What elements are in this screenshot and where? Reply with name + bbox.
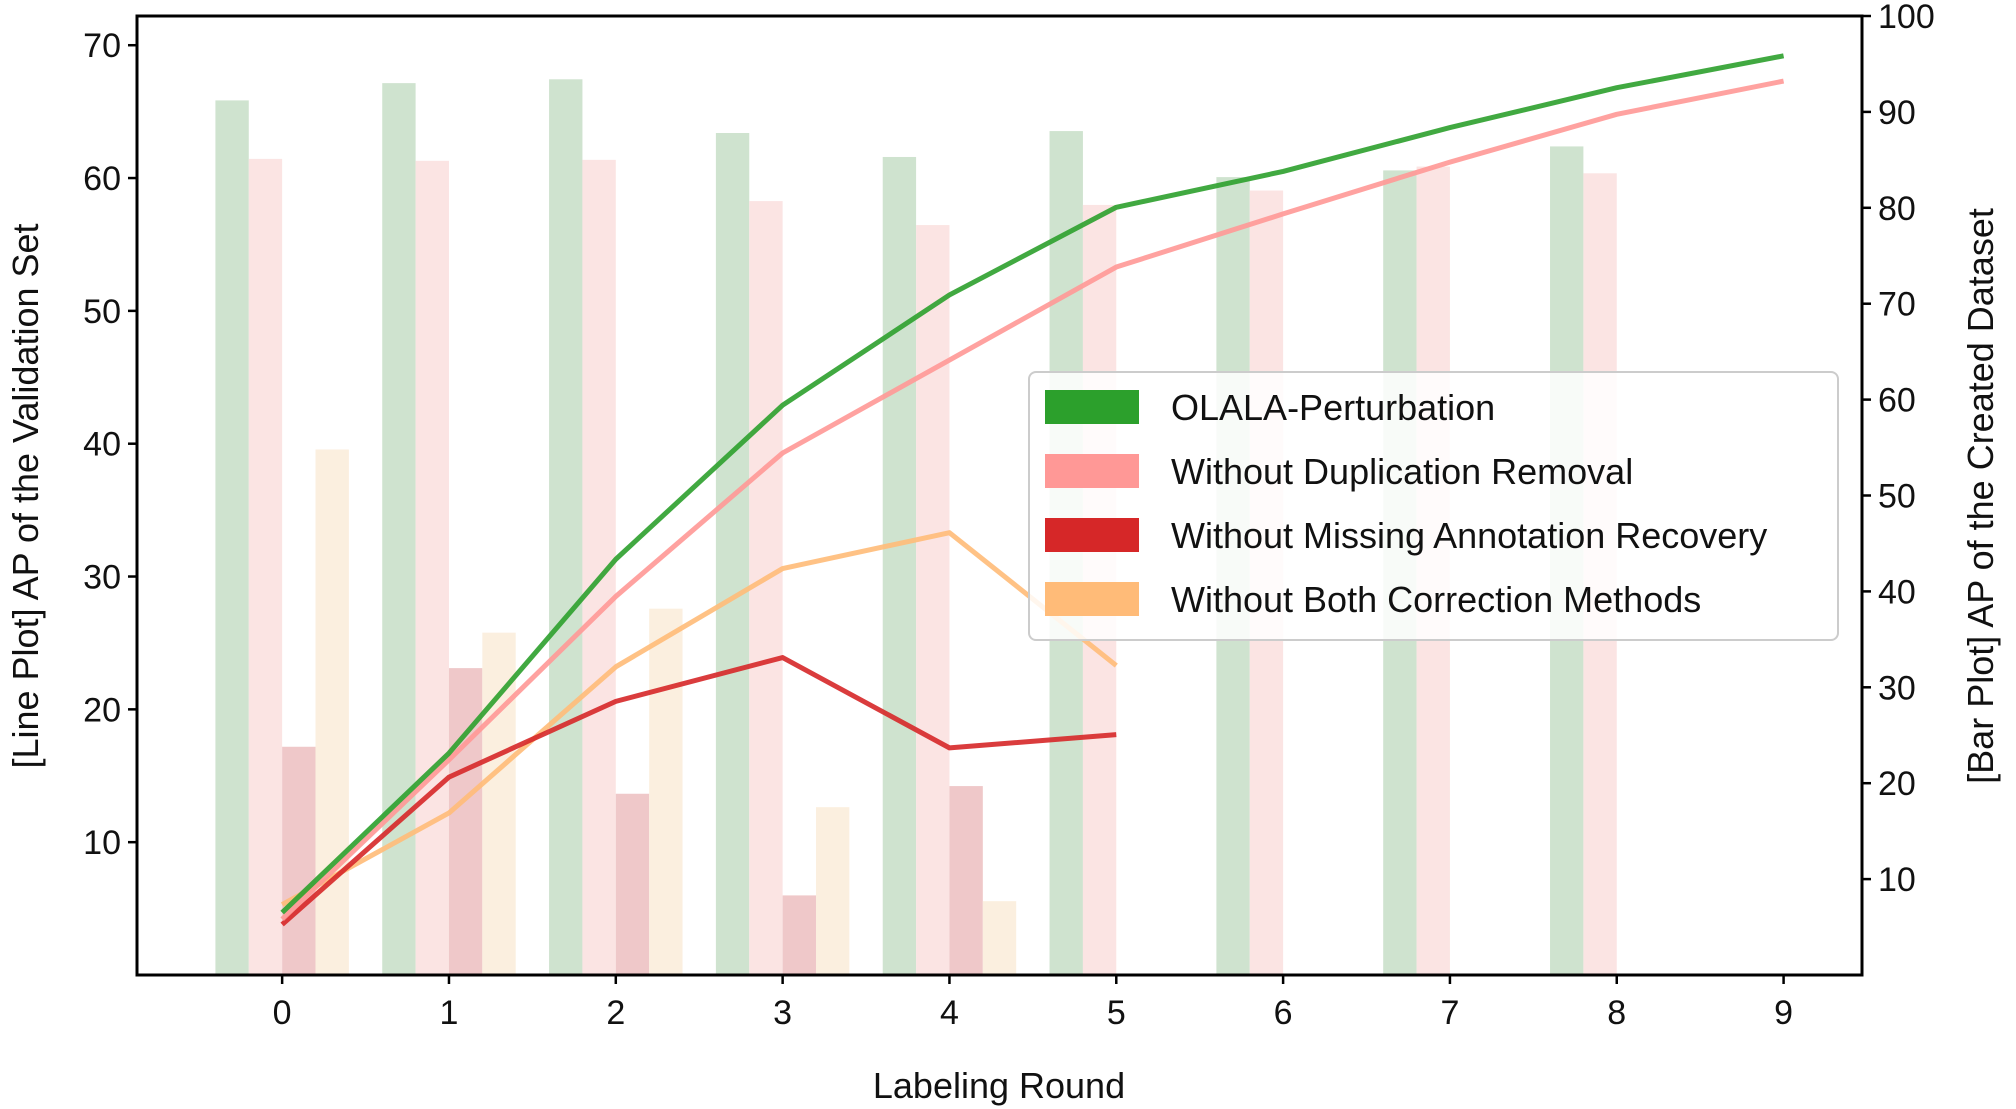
- x-tick-label-0: 0: [273, 994, 292, 1032]
- right-tick-label-10: 10: [1878, 861, 1916, 899]
- bar-without-both-correction-methods-round-1: [482, 632, 516, 975]
- right-y-axis-title: [Bar Plot] AP of the Created Dataset: [1960, 208, 2001, 784]
- bar-olala-perturbation-round-2: [549, 79, 583, 976]
- line-without-both-correction-methods: [280, 530, 1118, 907]
- bar-olala-perturbation-round-0: [215, 100, 249, 975]
- x-axis: 0 1 2 3 4 5 6 7 8 9: [273, 975, 1793, 1032]
- left-y-axis: 10 20 30 40 50 60 70: [83, 27, 137, 862]
- bar-without-missing-annotation-recovery-round-1: [448, 668, 483, 975]
- x-tick-label-4: 4: [940, 994, 959, 1032]
- x-tick-label-6: 6: [1274, 994, 1293, 1032]
- left-tick-label-70: 70: [83, 27, 121, 65]
- x-tick-label-9: 9: [1774, 994, 1793, 1032]
- bar-olala-perturbation-round-3: [715, 133, 750, 975]
- bar-without-both-correction-methods-round-3: [815, 807, 850, 975]
- right-tick-label-20: 20: [1878, 765, 1916, 803]
- legend-label-without-both-correction-methods: Without Both Correction Methods: [1171, 579, 1701, 620]
- legend-label-without-duplication-removal: Without Duplication Removal: [1171, 451, 1633, 492]
- right-tick-label-30: 30: [1878, 669, 1916, 707]
- legend-swatch-without-duplication-removal: [1045, 454, 1139, 488]
- bar-without-duplication-removal-round-4: [916, 225, 950, 975]
- left-tick-label-60: 60: [83, 160, 121, 198]
- right-tick-label-100: 100: [1878, 0, 1935, 36]
- right-tick-label-90: 90: [1878, 94, 1916, 132]
- legend-label-without-missing-annotation-recovery: Without Missing Annotation Recovery: [1171, 515, 1767, 556]
- bar-without-both-correction-methods-round-2: [649, 608, 683, 975]
- x-axis-title: Labeling Round: [873, 1065, 1125, 1106]
- bar-without-both-correction-methods-round-4: [982, 901, 1017, 975]
- line-olala-perturbation: [280, 53, 1785, 915]
- left-tick-label-50: 50: [83, 293, 121, 331]
- right-y-axis: 10 20 30 40 50 60 70 80 90 100: [1862, 0, 1935, 899]
- left-tick-label-30: 30: [83, 559, 121, 597]
- left-y-axis-title: [Line Plot] AP of the Validation Set: [5, 223, 46, 768]
- legend-swatch-without-both-correction-methods: [1045, 582, 1139, 616]
- bar-olala-perturbation-round-1: [382, 83, 416, 975]
- bar-without-both-correction-methods-round-0: [315, 449, 349, 976]
- bar-without-duplication-removal-round-0: [248, 158, 283, 975]
- left-tick-label-10: 10: [83, 824, 121, 862]
- lines-layer: [280, 53, 1785, 927]
- legend-swatch-olala-perturbation: [1045, 390, 1139, 424]
- bar-olala-perturbation-round-4: [882, 156, 917, 976]
- bar-without-missing-annotation-recovery-round-0: [282, 746, 316, 975]
- bar-without-missing-annotation-recovery-round-2: [615, 793, 650, 975]
- right-tick-label-70: 70: [1878, 286, 1916, 324]
- legend-box: [1028, 371, 1839, 641]
- x-tick-label-5: 5: [1107, 994, 1126, 1032]
- line-without-duplication-removal: [280, 78, 1785, 922]
- bar-without-duplication-removal-round-1: [415, 160, 449, 975]
- right-tick-label-80: 80: [1878, 190, 1916, 228]
- right-tick-label-60: 60: [1878, 382, 1916, 420]
- legend: OLALA-Perturbation Without Duplication Re…: [1028, 371, 1839, 641]
- left-tick-label-20: 20: [83, 691, 121, 729]
- x-tick-label-7: 7: [1440, 994, 1459, 1032]
- x-tick-label-8: 8: [1607, 994, 1626, 1032]
- legend-label-olala-perturbation: OLALA-Perturbation: [1171, 387, 1495, 428]
- line-without-missing-annotation-recovery: [280, 655, 1117, 927]
- legend-swatch-without-missing-annotation-recovery: [1045, 518, 1139, 552]
- x-tick-label-2: 2: [606, 994, 625, 1032]
- right-tick-label-40: 40: [1878, 573, 1916, 611]
- x-tick-label-3: 3: [773, 994, 792, 1032]
- bar-without-duplication-removal-round-3: [749, 201, 783, 976]
- left-tick-label-40: 40: [83, 426, 121, 464]
- bar-without-missing-annotation-recovery-round-3: [782, 895, 816, 975]
- bar-without-missing-annotation-recovery-round-4: [949, 786, 983, 975]
- right-tick-label-50: 50: [1878, 478, 1916, 516]
- x-tick-label-1: 1: [440, 994, 459, 1032]
